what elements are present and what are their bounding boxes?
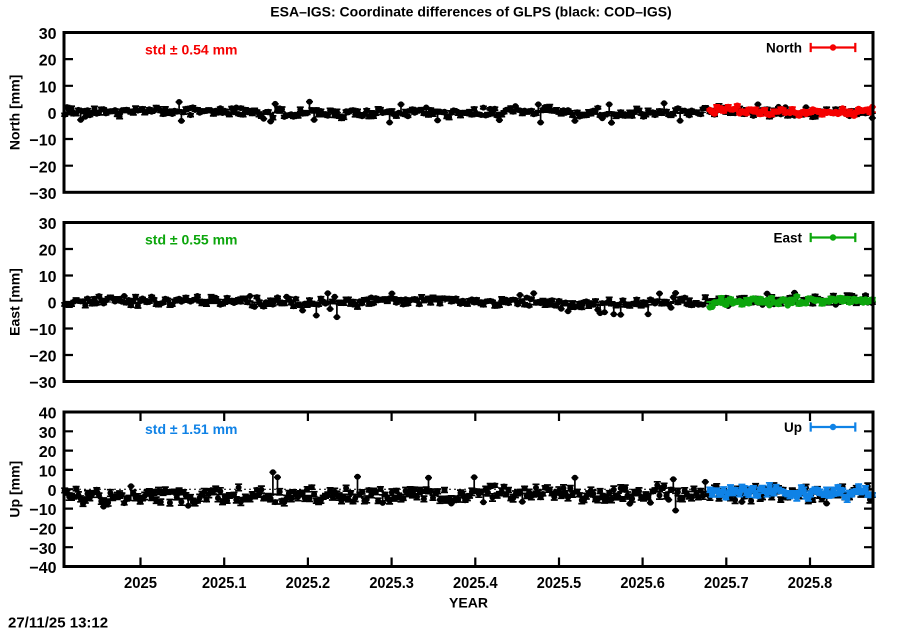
svg-text:−20: −20 <box>29 522 56 539</box>
svg-text:Up [mm]: Up [mm] <box>7 461 23 518</box>
svg-text:2025.6: 2025.6 <box>620 575 665 592</box>
svg-text:YEAR: YEAR <box>449 595 488 611</box>
svg-text:2025.5: 2025.5 <box>537 575 582 592</box>
svg-text:−20: −20 <box>29 349 56 366</box>
svg-text:20: 20 <box>39 243 57 260</box>
svg-text:27/11/25 13:12: 27/11/25 13:12 <box>8 615 108 630</box>
svg-text:−40: −40 <box>29 560 56 577</box>
svg-text:−20: −20 <box>29 159 56 176</box>
svg-text:std ± 1.51 mm: std ± 1.51 mm <box>145 421 238 437</box>
svg-text:30: 30 <box>39 26 57 43</box>
svg-text:std ± 0.55 mm: std ± 0.55 mm <box>145 232 238 248</box>
svg-text:−10: −10 <box>29 322 56 339</box>
svg-text:2025: 2025 <box>124 575 157 592</box>
svg-text:2025.7: 2025.7 <box>704 575 749 592</box>
svg-text:Up: Up <box>784 420 802 435</box>
svg-text:20: 20 <box>39 444 57 461</box>
svg-text:2025.3: 2025.3 <box>369 575 414 592</box>
svg-text:−10: −10 <box>29 133 56 150</box>
svg-text:East [mm]: East [mm] <box>7 268 23 336</box>
svg-text:std ± 0.54 mm: std ± 0.54 mm <box>145 42 238 58</box>
svg-text:−30: −30 <box>29 541 56 558</box>
svg-text:−10: −10 <box>29 502 56 519</box>
svg-text:40: 40 <box>39 406 57 423</box>
svg-text:30: 30 <box>39 425 57 442</box>
svg-text:−30: −30 <box>29 186 56 203</box>
svg-text:2025.4: 2025.4 <box>453 575 498 592</box>
svg-text:20: 20 <box>39 53 57 70</box>
svg-text:2025.8: 2025.8 <box>788 575 833 592</box>
svg-text:North: North <box>766 40 802 55</box>
svg-text:North [mm]: North [mm] <box>7 75 23 150</box>
svg-text:2025.1: 2025.1 <box>202 575 247 592</box>
svg-text:0: 0 <box>48 106 57 123</box>
svg-text:0: 0 <box>48 296 57 313</box>
svg-text:10: 10 <box>39 79 57 96</box>
svg-text:−30: −30 <box>29 375 56 392</box>
svg-text:ESA–IGS: Coordinate difference: ESA–IGS: Coordinate differences of GLPS … <box>270 3 671 19</box>
svg-text:2025.2: 2025.2 <box>286 575 331 592</box>
svg-text:30: 30 <box>39 216 57 233</box>
svg-text:0: 0 <box>48 483 57 500</box>
svg-text:10: 10 <box>39 269 57 286</box>
svg-text:East: East <box>773 230 802 245</box>
svg-text:10: 10 <box>39 464 57 481</box>
